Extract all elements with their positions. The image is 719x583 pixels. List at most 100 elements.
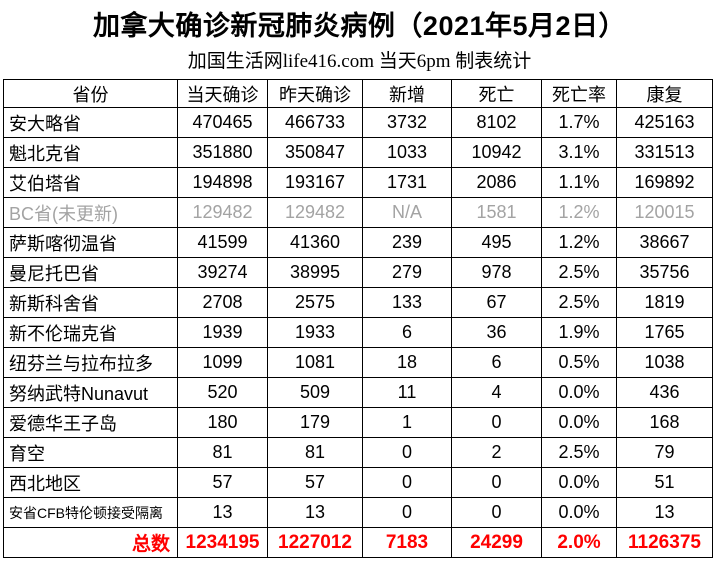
cell-deaths: 978 [451, 257, 542, 288]
cell-yesterday: 57 [267, 467, 363, 498]
cell-yesterday: 2575 [267, 287, 363, 318]
cell-rate: 1.9% [541, 317, 617, 348]
cell-deaths: 0 [451, 497, 542, 528]
cell-recovered: 1819 [616, 287, 713, 318]
cell-rate: 0.0% [541, 467, 617, 498]
cell-today: 81 [177, 437, 268, 468]
table-row: 新斯科舍省 2708 2575 133 67 2.5% 1819 [3, 287, 713, 318]
cell-today: 470465 [177, 107, 268, 138]
table-row: 育空 81 81 0 2 2.5% 79 [3, 437, 713, 468]
cell-today: 41599 [177, 227, 268, 258]
cell-today: 1939 [177, 317, 268, 348]
cell-province: 安省CFB特伦顿接受隔离 [3, 497, 178, 528]
cell-yesterday: 1933 [267, 317, 363, 348]
cell-yesterday: 1081 [267, 347, 363, 378]
cell-new: 1731 [362, 167, 452, 198]
cell-province: 艾伯塔省 [3, 167, 178, 198]
page: 加拿大确诊新冠肺炎病例（2021年5月2日） 加国生活网life416.com … [3, 11, 713, 558]
cell-new: 239 [362, 227, 452, 258]
cell-province: 萨斯喀彻温省 [3, 227, 178, 258]
table-row: 魁北克省 351880 350847 1033 10942 3.1% 331513 [3, 137, 713, 168]
cell-recovered: 169892 [616, 167, 713, 198]
column-header-rate: 死亡率 [541, 79, 617, 108]
cell-today: 1099 [177, 347, 268, 378]
cell-new: 18 [362, 347, 452, 378]
cell-deaths: 36 [451, 317, 542, 348]
cell-recovered: 120015 [616, 197, 713, 228]
cell-province: 努纳武特Nunavut [3, 377, 178, 408]
cell-deaths: 10942 [451, 137, 542, 168]
cell-province: 安大略省 [3, 107, 178, 138]
cell-rate: 1.1% [541, 167, 617, 198]
cell-today: 2708 [177, 287, 268, 318]
table-header-row: 省份 当天确诊 昨天确诊 新增 死亡 死亡率 康复 [3, 79, 713, 108]
cell-recovered: 38667 [616, 227, 713, 258]
cell-deaths: 4 [451, 377, 542, 408]
column-header-recovered: 康复 [616, 79, 713, 108]
cell-rate: 0.5% [541, 347, 617, 378]
cell-yesterday: 129482 [267, 197, 363, 228]
table-row: BC省(未更新) 129482 129482 N/A 1581 1.2% 120015 [3, 197, 713, 228]
cell-yesterday: 466733 [267, 107, 363, 138]
cell-deaths: 2086 [451, 167, 542, 198]
table-row: 安大略省 470465 466733 3732 8102 1.7% 425163 [3, 107, 713, 138]
cell-province: 新不伦瑞克省 [3, 317, 178, 348]
cell-rate: 3.1% [541, 137, 617, 168]
total-cell-new: 7183 [362, 527, 452, 558]
cell-recovered: 79 [616, 437, 713, 468]
cell-recovered: 331513 [616, 137, 713, 168]
cell-new: 11 [362, 377, 452, 408]
cell-recovered: 1038 [616, 347, 713, 378]
cell-yesterday: 38995 [267, 257, 363, 288]
cell-yesterday: 179 [267, 407, 363, 438]
cell-today: 39274 [177, 257, 268, 288]
cell-today: 129482 [177, 197, 268, 228]
cell-new: 1033 [362, 137, 452, 168]
cell-rate: 2.5% [541, 257, 617, 288]
table-row: 纽芬兰与拉布拉多 1099 1081 18 6 0.5% 1038 [3, 347, 713, 378]
cell-deaths: 495 [451, 227, 542, 258]
cell-deaths: 0 [451, 467, 542, 498]
cell-province: 曼尼托巴省 [3, 257, 178, 288]
cell-province: BC省(未更新) [3, 197, 178, 228]
cell-recovered: 436 [616, 377, 713, 408]
page-title: 加拿大确诊新冠肺炎病例（2021年5月2日） [92, 11, 627, 41]
cell-new: 6 [362, 317, 452, 348]
cell-recovered: 13 [616, 497, 713, 528]
cell-today: 57 [177, 467, 268, 498]
cell-yesterday: 81 [267, 437, 363, 468]
cell-recovered: 51 [616, 467, 713, 498]
cell-recovered: 168 [616, 407, 713, 438]
table-body: 安大略省 470465 466733 3732 8102 1.7% 425163 魁北克省 35… [3, 107, 713, 528]
cell-recovered: 1765 [616, 317, 713, 348]
cell-province: 爱德华王子岛 [3, 407, 178, 438]
cell-rate: 2.5% [541, 437, 617, 468]
table-row: 西北地区 57 57 0 0 0.0% 51 [3, 467, 713, 498]
cell-province: 西北地区 [3, 467, 178, 498]
cell-new: 0 [362, 437, 452, 468]
table-row: 萨斯喀彻温省 41599 41360 239 495 1.2% 38667 [3, 227, 713, 258]
cell-province: 纽芬兰与拉布拉多 [3, 347, 178, 378]
total-cell-today: 1234195 [177, 527, 268, 558]
cell-rate: 1.2% [541, 197, 617, 228]
cell-deaths: 0 [451, 407, 542, 438]
total-cell-recovered: 1126375 [616, 527, 713, 558]
cell-today: 520 [177, 377, 268, 408]
total-row: 总数 1234195 1227012 7183 24299 2.0% 11263… [3, 527, 713, 558]
cell-yesterday: 509 [267, 377, 363, 408]
cell-new: 3732 [362, 107, 452, 138]
cell-new: 279 [362, 257, 452, 288]
cell-rate: 0.0% [541, 407, 617, 438]
cell-yesterday: 41360 [267, 227, 363, 258]
cell-province: 育空 [3, 437, 178, 468]
cell-rate: 2.5% [541, 287, 617, 318]
table-row: 安省CFB特伦顿接受隔离 13 13 0 0 0.0% 13 [3, 497, 713, 528]
table-row: 新不伦瑞克省 1939 1933 6 36 1.9% 1765 [3, 317, 713, 348]
column-header-today: 当天确诊 [177, 79, 268, 108]
cell-rate: 1.2% [541, 227, 617, 258]
cell-today: 13 [177, 497, 268, 528]
cell-province: 魁北克省 [3, 137, 178, 168]
cell-new: 0 [362, 497, 452, 528]
cell-today: 351880 [177, 137, 268, 168]
cell-recovered: 35756 [616, 257, 713, 288]
